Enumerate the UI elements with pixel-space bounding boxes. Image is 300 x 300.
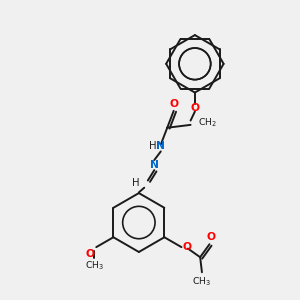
Text: O: O [85, 249, 94, 259]
Text: O: O [190, 103, 200, 112]
Text: O: O [206, 232, 215, 242]
Text: H: H [132, 178, 139, 188]
Text: CH$_2$: CH$_2$ [199, 117, 218, 129]
Text: O: O [169, 99, 178, 109]
Text: O: O [183, 242, 192, 252]
Text: N: N [150, 160, 159, 170]
Text: H: H [149, 141, 157, 152]
Text: N: N [156, 141, 165, 152]
Text: CH$_3$: CH$_3$ [85, 259, 104, 272]
Text: CH$_3$: CH$_3$ [192, 275, 212, 288]
